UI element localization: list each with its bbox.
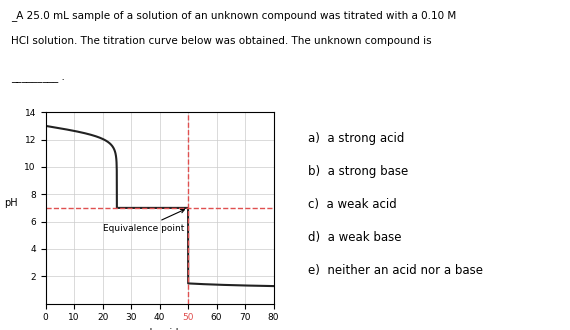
X-axis label: mL acid: mL acid xyxy=(140,328,179,330)
Text: d)  a weak base: d) a weak base xyxy=(308,231,401,244)
Text: e)  neither an acid nor a base: e) neither an acid nor a base xyxy=(308,264,483,277)
Y-axis label: pH: pH xyxy=(3,198,17,208)
Text: _A 25.0 mL sample of a solution of an unknown compound was titrated with a 0.10 : _A 25.0 mL sample of a solution of an un… xyxy=(11,10,457,21)
Text: b)  a strong base: b) a strong base xyxy=(308,165,408,178)
Text: HCl solution. The titration curve below was obtained. The unknown compound is: HCl solution. The titration curve below … xyxy=(11,36,432,46)
Text: c)  a weak acid: c) a weak acid xyxy=(308,198,397,211)
Text: _________ .: _________ . xyxy=(11,73,66,82)
Text: Equivalence point: Equivalence point xyxy=(103,210,185,233)
Text: a)  a strong acid: a) a strong acid xyxy=(308,132,404,145)
